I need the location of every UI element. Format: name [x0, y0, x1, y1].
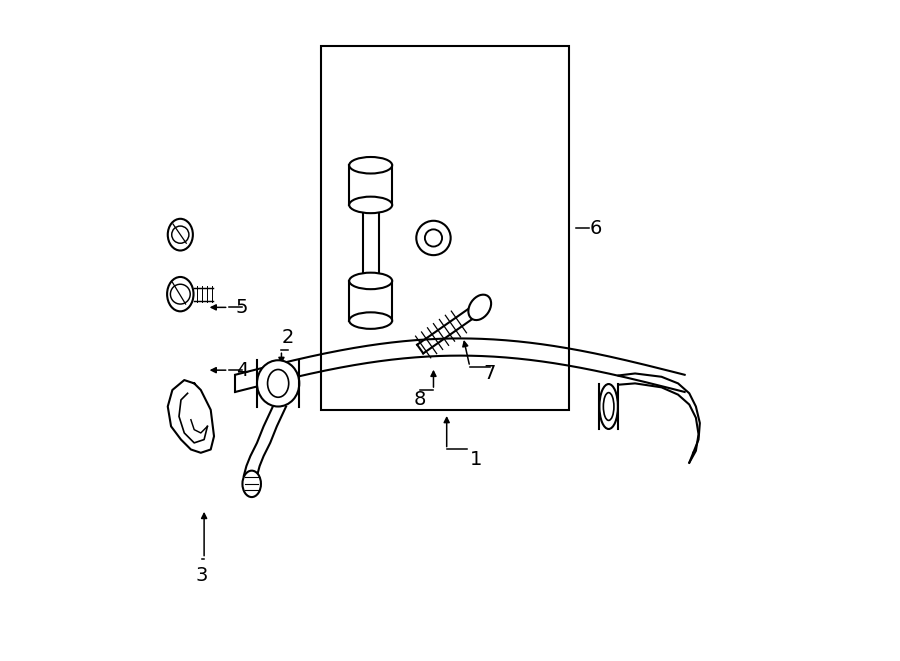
Bar — [321, 46, 569, 410]
Ellipse shape — [167, 277, 194, 311]
Text: 3: 3 — [196, 566, 208, 584]
Ellipse shape — [349, 312, 392, 329]
Polygon shape — [167, 380, 214, 453]
Ellipse shape — [257, 360, 300, 407]
Text: 7: 7 — [483, 364, 496, 383]
Ellipse shape — [349, 157, 392, 173]
Ellipse shape — [349, 272, 392, 289]
Circle shape — [417, 221, 451, 255]
Ellipse shape — [167, 219, 193, 251]
Text: 5: 5 — [236, 298, 248, 317]
Text: 2: 2 — [282, 328, 294, 346]
Text: 4: 4 — [236, 361, 248, 379]
Text: 8: 8 — [414, 391, 427, 409]
Ellipse shape — [599, 384, 618, 429]
Text: 1: 1 — [471, 450, 482, 469]
Ellipse shape — [468, 295, 491, 320]
Ellipse shape — [242, 471, 261, 497]
Ellipse shape — [349, 197, 392, 213]
Text: 6: 6 — [590, 219, 601, 237]
